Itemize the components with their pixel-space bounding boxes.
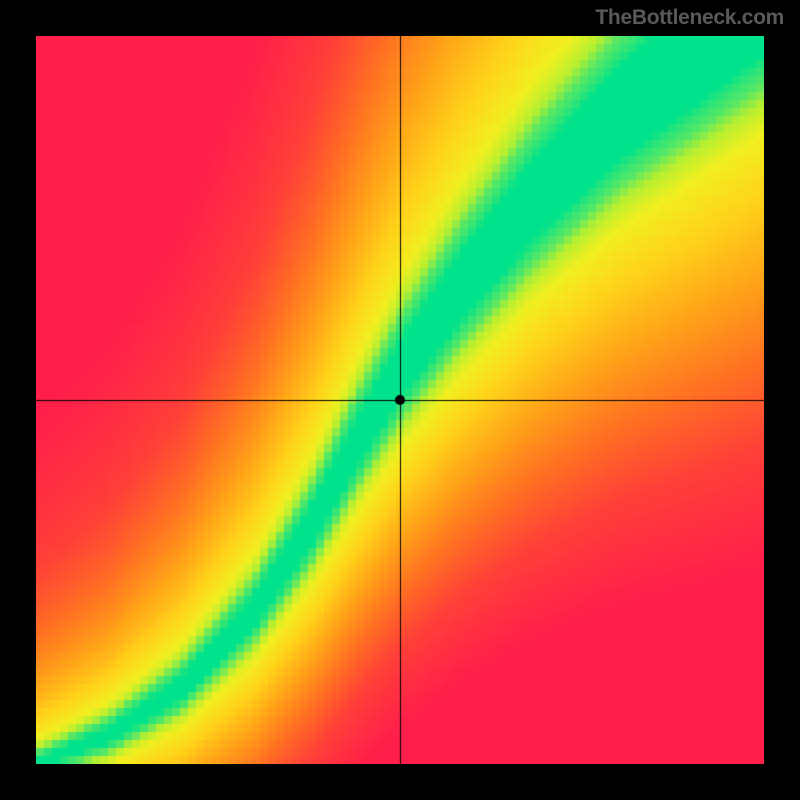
attribution-text: TheBottleneck.com — [595, 6, 784, 30]
crosshair-overlay — [36, 36, 764, 764]
chart-frame: TheBottleneck.com — [0, 0, 800, 800]
